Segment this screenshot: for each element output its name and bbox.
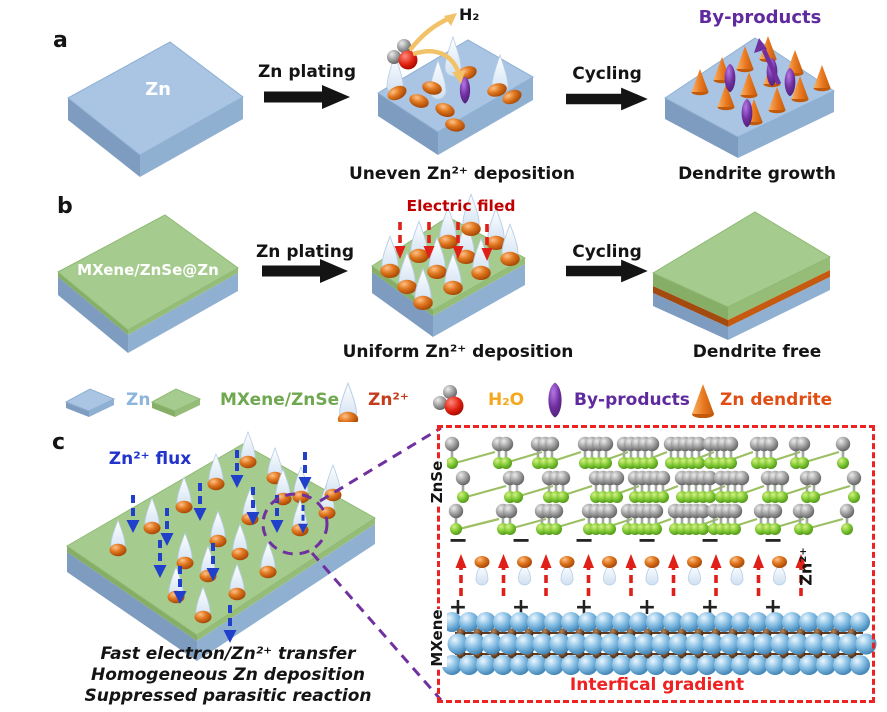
cycling-label-a: Cycling xyxy=(572,64,642,84)
zn-slab-label: Zn xyxy=(145,79,171,100)
dendrite-free-slab xyxy=(651,211,832,340)
panel-c-letter: c xyxy=(52,430,66,455)
legend-h2o-label: H₂O xyxy=(488,390,525,410)
dendrite-growth-items xyxy=(691,36,831,128)
legend-byproduct-icon xyxy=(548,382,562,418)
dendrite-growth-caption: Dendrite growth xyxy=(678,164,836,184)
zn-plating-label-b: Zn plating xyxy=(255,242,355,262)
uniform-deposition-caption: Uniform Zn²⁺ deposition xyxy=(342,342,574,362)
uneven-deposition-caption: Uneven Zn²⁺ deposition xyxy=(348,164,576,184)
dendrite-free-caption: Dendrite free xyxy=(692,342,822,362)
legend-zn-ion-label: Zn²⁺ xyxy=(368,390,409,410)
zn-flux-label: Zn²⁺ flux xyxy=(108,449,192,469)
legend-mxene-label: MXene/ZnSe xyxy=(220,390,340,410)
inset-zn-ion-label: Zn²⁺ xyxy=(796,547,816,586)
cycling-label-b: Cycling xyxy=(572,242,642,262)
znse-layer-label: ZnSe xyxy=(427,460,447,504)
bare-zn-slab xyxy=(67,41,244,177)
svg-text:−: − xyxy=(574,526,594,554)
legend-byproducts-label: By-products xyxy=(574,390,690,410)
svg-text:−: − xyxy=(511,526,531,554)
coated-zn-slab xyxy=(57,214,239,353)
panel-a-letter: a xyxy=(53,28,68,53)
legend-dendrite-label: Zn dendrite xyxy=(720,390,833,410)
svg-text:−: − xyxy=(637,526,657,554)
note-homogeneous-deposition: Homogeneous Zn deposition xyxy=(90,665,366,685)
mxene-lattice xyxy=(442,612,877,675)
electric-field-label: Electric filed xyxy=(406,197,516,215)
zn-plating-label-a: Zn plating xyxy=(257,62,357,82)
uneven-deposition-items xyxy=(385,13,524,134)
legend-zn-label: Zn xyxy=(126,390,151,410)
interface-charge-row: − − − − − −+ + + + + + xyxy=(448,526,809,620)
note-fast-transfer: Fast electron/Zn²⁺ transfer xyxy=(100,644,356,664)
svg-text:−: − xyxy=(763,526,783,554)
legend-h2o-icon xyxy=(433,385,464,416)
mxene-slab-label: MXene/ZnSe@Zn xyxy=(77,261,219,279)
panel-b-letter: b xyxy=(57,194,73,219)
h2-label: H₂ xyxy=(459,5,480,24)
svg-text:−: − xyxy=(700,526,720,554)
note-suppressed-reaction: Suppressed parasitic reaction xyxy=(84,686,372,706)
znse-lattice xyxy=(444,436,862,535)
byproducts-callout-label: By-products xyxy=(698,7,822,28)
legend-zn-slab-icon xyxy=(64,388,116,417)
legend-mxene-slab-icon xyxy=(150,388,202,417)
interfacial-gradient-label: Interfical gradient xyxy=(569,675,745,695)
mxene-layer-label: MXene xyxy=(427,609,447,667)
legend-dendrite-icon xyxy=(691,384,715,418)
svg-text:−: − xyxy=(448,526,468,554)
zoom-annotation xyxy=(261,426,443,701)
